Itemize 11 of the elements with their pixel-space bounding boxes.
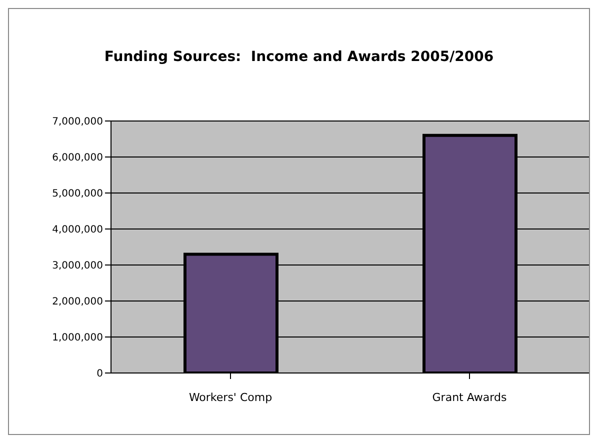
y-tick-label: 7,000,000: [52, 116, 103, 128]
y-tick-label: 0: [96, 368, 103, 380]
chart-title: Funding Sources: Income and Awards 2005/2006: [103, 49, 495, 65]
y-tick-label: 1,000,000: [52, 332, 103, 344]
y-tick-label: 6,000,000: [52, 152, 103, 164]
y-tick-label: 5,000,000: [52, 188, 103, 200]
x-tick-label: Workers' Comp: [188, 390, 272, 404]
x-tick-label: Grant Awards: [432, 390, 507, 404]
y-tick-label: 4,000,000: [52, 224, 103, 236]
y-tick-label: 3,000,000: [52, 260, 103, 272]
y-tick-label: 2,000,000: [52, 296, 103, 308]
